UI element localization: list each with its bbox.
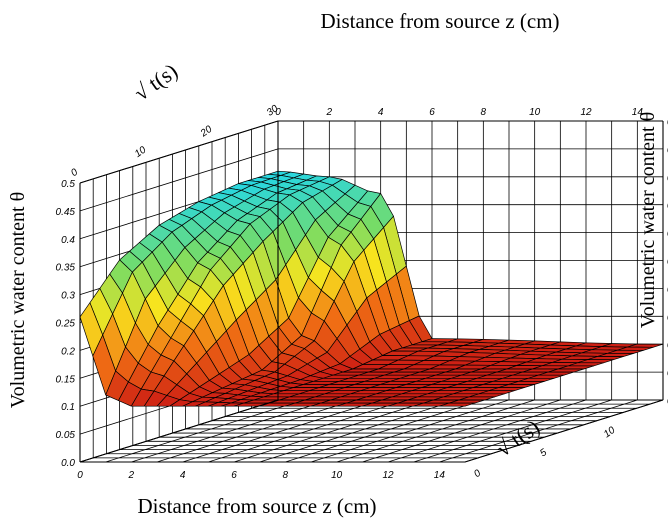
x-tick-top: 14 xyxy=(632,107,644,118)
z-tick-left: 0.15 xyxy=(56,374,76,385)
floor-line-x xyxy=(105,399,304,463)
floor-line-x xyxy=(413,399,612,463)
bottom-x-axis-label: Distance from source z (cm) xyxy=(137,494,376,518)
x-tick-top: 12 xyxy=(580,107,592,118)
z-tick-left: 0.05 xyxy=(56,430,76,441)
left-wall-hline xyxy=(79,148,279,212)
t-tick-back: 20 xyxy=(198,124,215,140)
x-tick-bottom: 2 xyxy=(128,470,135,481)
frame-edge xyxy=(464,399,664,463)
top-x-axis-label: Distance from source z (cm) xyxy=(320,9,559,33)
z-tick-left: 0.35 xyxy=(56,263,76,274)
axes-frame xyxy=(79,120,664,463)
frame-edge xyxy=(79,399,279,463)
z-tick-left: 0.1 xyxy=(61,402,75,413)
z-tick-left: 0.3 xyxy=(61,291,75,302)
frame-edge xyxy=(79,120,279,184)
x-tick-bottom: 6 xyxy=(231,470,237,481)
z-tick-left: 0.25 xyxy=(56,319,76,330)
x-tick-bottom: 14 xyxy=(434,470,446,481)
x-tick-top: 0 xyxy=(275,107,281,118)
back-t-axis-label: √ t(s) xyxy=(129,58,182,105)
t-tick-back: 0 xyxy=(69,167,80,179)
t-tick-back: 10 xyxy=(133,144,149,160)
right-y-axis-label: Volumetric water content θ xyxy=(637,112,659,328)
z-tick-left: 0.2 xyxy=(61,346,75,357)
z-tick-left: 0.45 xyxy=(56,207,76,218)
floor-line-x xyxy=(310,399,510,463)
x-tick-bottom: 10 xyxy=(331,470,343,481)
water-content-surface xyxy=(79,170,664,407)
z-tick-left: 0.0 xyxy=(61,458,75,469)
x-tick-bottom: 0 xyxy=(77,470,83,481)
floor-line-x xyxy=(387,399,587,463)
floor-line-x xyxy=(131,399,330,463)
x-tick-top: 8 xyxy=(481,107,487,118)
floor-line-x xyxy=(336,399,535,463)
floor-line-x xyxy=(156,399,356,463)
floor-line-x xyxy=(233,399,433,463)
floor-line-x xyxy=(362,399,561,463)
x-tick-top: 4 xyxy=(378,107,384,118)
x-tick-top: 2 xyxy=(326,107,333,118)
left-y-axis-label: Volumetric water content θ xyxy=(7,192,29,408)
z-tick-left: 0.4 xyxy=(61,235,75,246)
x-tick-top: 10 xyxy=(529,107,541,118)
x-tick-top: 6 xyxy=(429,107,435,118)
x-tick-bottom: 12 xyxy=(382,470,394,481)
floor-line-x xyxy=(208,399,407,463)
floor-line-x xyxy=(285,399,484,463)
z-tick-left: 0.5 xyxy=(61,179,75,190)
x-tick-bottom: 8 xyxy=(283,470,289,481)
t-tick-front: 0 xyxy=(472,468,483,480)
t-tick-front: 10 xyxy=(602,425,618,441)
floor-line-x xyxy=(259,399,458,463)
t-tick-front: 5 xyxy=(538,447,549,459)
surface-cell xyxy=(438,402,476,407)
floor-line-x xyxy=(182,399,381,463)
x-tick-bottom: 4 xyxy=(180,470,186,481)
floor-line-x xyxy=(439,399,638,463)
